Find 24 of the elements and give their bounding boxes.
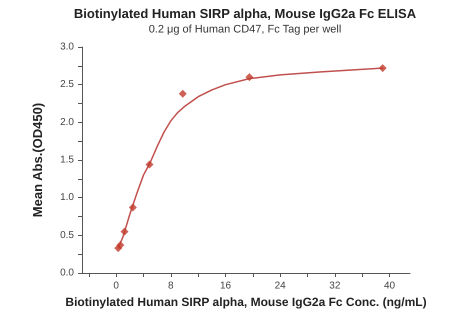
point bbox=[120, 228, 129, 236]
point bbox=[178, 90, 187, 98]
x-tick-label: 0 bbox=[113, 280, 120, 292]
y-tick-label: 0.5 bbox=[60, 230, 74, 241]
point bbox=[378, 64, 387, 72]
point bbox=[116, 241, 124, 250]
point bbox=[146, 160, 154, 169]
point bbox=[128, 203, 137, 212]
chart-title: Biotinylated Human SIRP alpha, Mouse IgG2a Fc ELISA bbox=[74, 6, 417, 21]
y-axis-title: Mean Abs.(OD450) bbox=[30, 102, 45, 218]
y-tick-label: 1.0 bbox=[60, 192, 74, 204]
y-tick-label: 2.5 bbox=[60, 79, 74, 90]
y-tick-label: 2.0 bbox=[60, 116, 74, 128]
y-tick-label: 1.5 bbox=[60, 154, 74, 166]
x-tick-label: 40 bbox=[384, 280, 396, 292]
x-tick-label: 8 bbox=[168, 280, 174, 292]
chart-subtitle: 0.2 μg of Human CD47, Fc Tag per well bbox=[148, 24, 342, 36]
x-tick-label: 24 bbox=[274, 280, 286, 292]
y-tick-label: 3.0 bbox=[60, 42, 74, 52]
y-tick-label: 0.0 bbox=[60, 268, 74, 278]
x-tick-label: 16 bbox=[220, 280, 232, 292]
point bbox=[245, 73, 254, 82]
x-axis-title: Biotinylated Human SIRP alpha, Mouse IgG2a Fc Conc. (ng/mL) bbox=[65, 294, 427, 309]
x-tick-label: 32 bbox=[329, 280, 341, 292]
